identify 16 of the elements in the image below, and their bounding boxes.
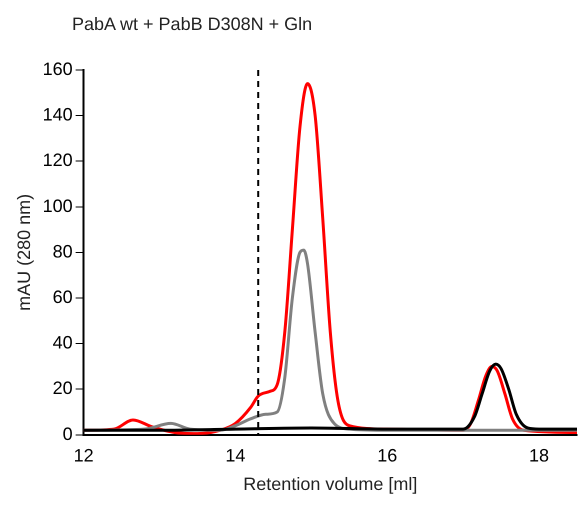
y-tick-label: 160 <box>42 58 73 79</box>
chart-title: PabA wt + PabB D308N + Gln <box>72 14 312 35</box>
x-tick-label: 12 <box>74 446 94 466</box>
x-axis-title: Retention volume [ml] <box>243 474 418 494</box>
y-tick-label: 0 <box>62 424 73 444</box>
y-tick-label: 100 <box>42 196 73 216</box>
x-tick-label: 16 <box>377 446 398 466</box>
x-tick-label: 18 <box>529 446 550 466</box>
y-tick-label: 120 <box>42 150 73 170</box>
y-axis-title: mAU (280 nm) <box>14 194 34 311</box>
y-tick-label: 80 <box>52 241 73 262</box>
y-tick-label: 140 <box>42 104 73 125</box>
x-tick-label: 14 <box>225 446 246 466</box>
y-tick-label: 20 <box>52 378 73 398</box>
y-tick-label: 60 <box>52 286 73 307</box>
y-tick-label: 40 <box>52 332 73 353</box>
